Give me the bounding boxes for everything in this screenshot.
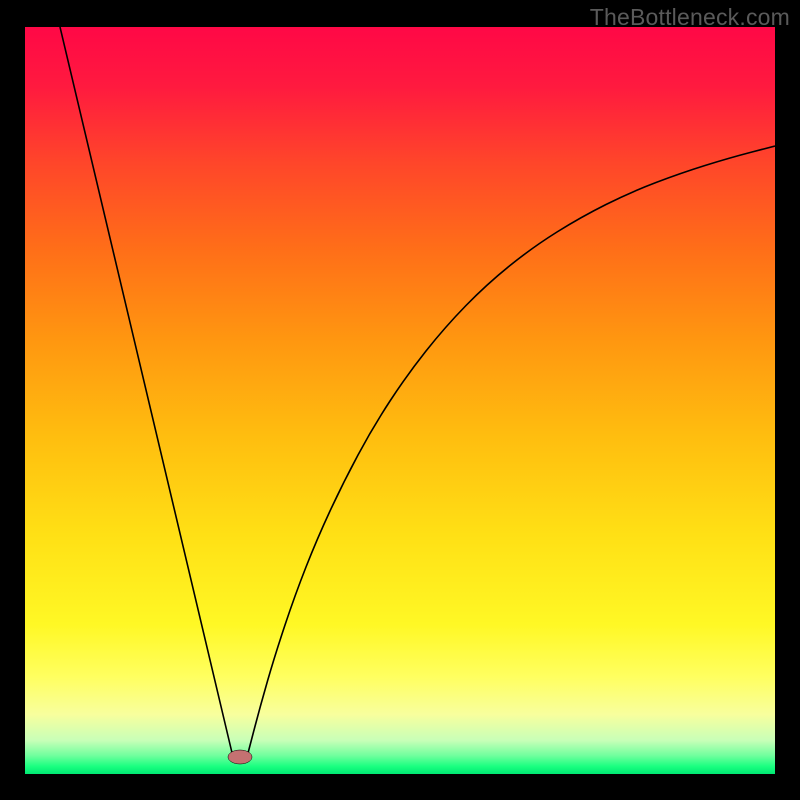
chart-container: TheBottleneck.com bbox=[0, 0, 800, 800]
plot-area bbox=[25, 27, 775, 774]
watermark-text: TheBottleneck.com bbox=[590, 4, 790, 31]
bottleneck-chart-svg bbox=[25, 27, 775, 774]
gradient-background bbox=[25, 27, 775, 774]
minimum-marker bbox=[228, 750, 252, 764]
